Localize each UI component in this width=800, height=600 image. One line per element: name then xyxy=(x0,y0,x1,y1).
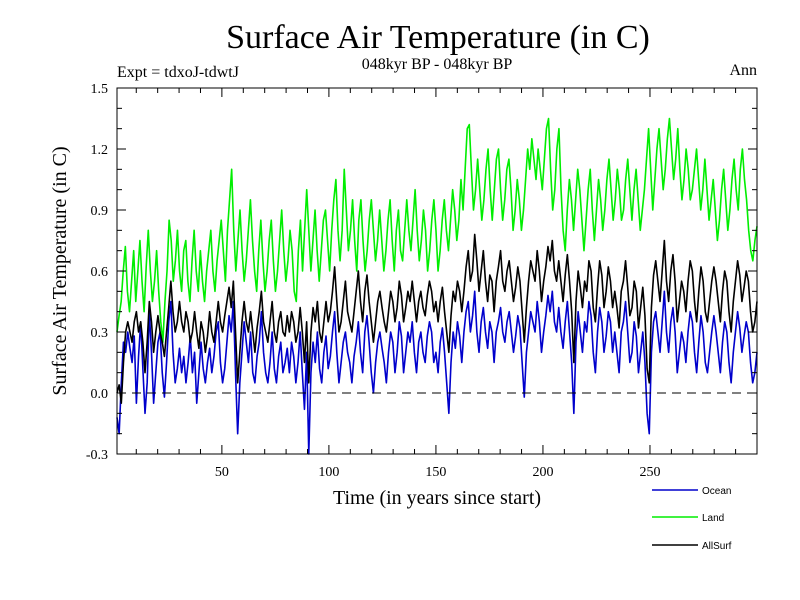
season-label: Ann xyxy=(729,62,757,79)
plot-area: -0.3 0.0 0.3 0.6 0.9 1.2 1.5 50 100 150 200 250 xyxy=(86,82,758,480)
y-tick-label: 0.3 xyxy=(91,326,109,341)
y-tick-label: 1.2 xyxy=(91,143,109,158)
series-line-allsurf xyxy=(116,233,758,404)
legend-label-allsurf: AllSurf xyxy=(702,541,732,552)
y-tick-label: 0.6 xyxy=(91,265,109,280)
legend-label-ocean: Ocean xyxy=(702,486,731,497)
x-tick-label: 150 xyxy=(425,465,446,480)
x-tick-label: 200 xyxy=(532,465,553,480)
x-tick-label: 50 xyxy=(215,465,229,480)
y-tick-label: 1.5 xyxy=(91,82,109,97)
series-line-land xyxy=(116,117,758,343)
x-tick-label: 100 xyxy=(318,465,339,480)
y-tick-label: 0.0 xyxy=(91,387,109,402)
experiment-label: Expt = tdxoJ-tdwtJ xyxy=(117,64,239,81)
y-axis-label: Surface Air Temperature (in C) xyxy=(49,146,71,395)
legend-label-land: Land xyxy=(702,513,724,524)
chart-subtitle: 048kyr BP - 048kyr BP xyxy=(362,56,513,73)
x-tick-label: 250 xyxy=(639,465,660,480)
y-tick-label: -0.3 xyxy=(86,448,108,463)
x-axis-label: Time (in years since start) xyxy=(333,487,541,509)
chart-title: Surface Air Temperature (in C) xyxy=(226,19,650,56)
legend: Ocean Land AllSurf xyxy=(652,486,732,552)
y-tick-label: 0.9 xyxy=(91,204,109,219)
